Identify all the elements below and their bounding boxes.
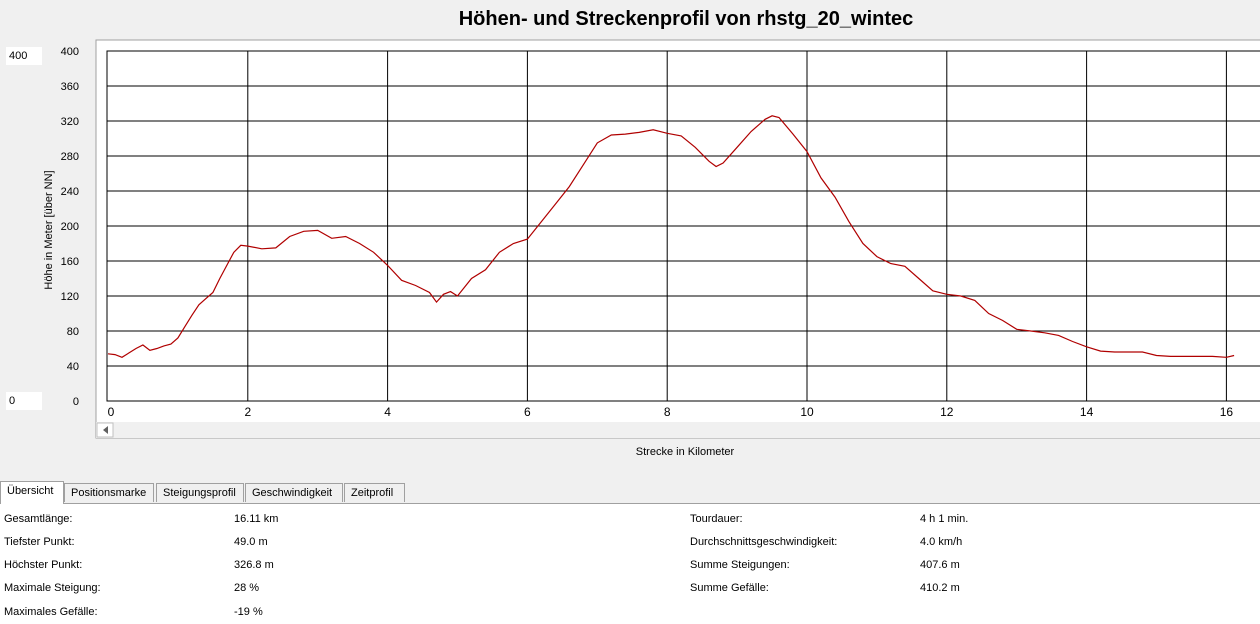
x-tick-label: 4 bbox=[384, 405, 391, 419]
tab-steigungsprofil[interactable]: Steigungsprofil bbox=[156, 483, 244, 502]
tab-uebersicht[interactable]: Übersicht bbox=[0, 481, 64, 504]
x-tick-label: 2 bbox=[244, 405, 251, 419]
x-tick-label: 6 bbox=[524, 405, 531, 419]
tab-geschwindigkeit[interactable]: Geschwindigkeit bbox=[245, 483, 343, 502]
x-tick-label: 8 bbox=[664, 405, 671, 419]
tab-bar: Übersicht Positionsmarke Steigungsprofil… bbox=[0, 481, 1260, 504]
x-axis-label: Strecke in Kilometer bbox=[635, 446, 735, 458]
horizontal-scrollbar[interactable] bbox=[96, 422, 1260, 438]
stat-value: 28 % bbox=[234, 582, 260, 594]
y-tick-label: 40 bbox=[67, 361, 79, 373]
stat-value: 4 h 1 min. bbox=[920, 513, 969, 525]
y-tick-label: 240 bbox=[61, 186, 79, 198]
stat-label: Summe Steigungen: bbox=[690, 559, 790, 571]
stat-value: 49.0 m bbox=[234, 536, 268, 548]
stat-label: Höchster Punkt: bbox=[4, 559, 83, 571]
y-max-input[interactable]: 400 bbox=[6, 47, 42, 65]
elevation-line bbox=[107, 115, 1235, 358]
grid bbox=[107, 51, 1260, 401]
x-tick-label: 0 bbox=[108, 405, 115, 419]
stat-label: Summe Gefälle: bbox=[690, 582, 769, 594]
stat-value: -19 % bbox=[234, 606, 263, 618]
x-axis-ticks: 0 2 4 6 8 10 12 14 16 bbox=[108, 405, 1234, 419]
stat-value: 410.2 m bbox=[920, 582, 960, 594]
scroll-left-arrow-icon bbox=[103, 426, 108, 434]
y-tick-label: 400 bbox=[61, 46, 79, 58]
y-min-input[interactable]: 0 bbox=[6, 392, 42, 410]
y-tick-label: 320 bbox=[61, 116, 79, 128]
elevation-chart: 0 40 80 120 160 200 240 280 320 360 400 0 2 4 6 8 10 12 1… bbox=[43, 39, 1260, 439]
stat-label: Maximales Gefälle: bbox=[4, 606, 98, 618]
y-tick-label: 120 bbox=[61, 291, 79, 303]
x-tick-label: 10 bbox=[800, 405, 814, 419]
stat-value: 4.0 km/h bbox=[920, 536, 963, 548]
y-tick-label: 80 bbox=[67, 326, 79, 338]
y-axis-label: Höhe in Meter [über NN] bbox=[43, 170, 55, 289]
tab-zeitprofil[interactable]: Zeitprofil bbox=[344, 483, 405, 502]
y-tick-label: 160 bbox=[61, 256, 79, 268]
stat-label: Durchschnittsgeschwindigkeit: bbox=[690, 536, 838, 548]
overview-panel: Gesamtlänge: 16.11 km Tiefster Punkt: 49… bbox=[0, 504, 1260, 624]
x-tick-label: 16 bbox=[1220, 405, 1234, 419]
y-tick-label: 0 bbox=[73, 396, 79, 408]
y-tick-label: 280 bbox=[61, 151, 79, 163]
x-tick-label: 14 bbox=[1080, 405, 1094, 419]
tab-positionsmarke[interactable]: Positionsmarke bbox=[64, 483, 154, 502]
x-tick-label: 12 bbox=[940, 405, 954, 419]
stat-label: Gesamtlänge: bbox=[4, 513, 73, 525]
stat-value: 407.6 m bbox=[920, 559, 960, 571]
y-tick-label: 200 bbox=[61, 221, 79, 233]
stat-label: Tiefster Punkt: bbox=[4, 536, 75, 548]
chart-title: Höhen- und Streckenprofil von rhstg_20_w… bbox=[458, 8, 914, 30]
stat-label: Maximale Steigung: bbox=[4, 582, 101, 594]
stat-value: 16.11 km bbox=[234, 513, 279, 525]
y-tick-label: 360 bbox=[61, 81, 79, 93]
stat-label: Tourdauer: bbox=[690, 513, 743, 525]
y-axis-ticks: 0 40 80 120 160 200 240 280 320 360 400 bbox=[61, 46, 79, 408]
stat-value: 326.8 m bbox=[234, 559, 274, 571]
